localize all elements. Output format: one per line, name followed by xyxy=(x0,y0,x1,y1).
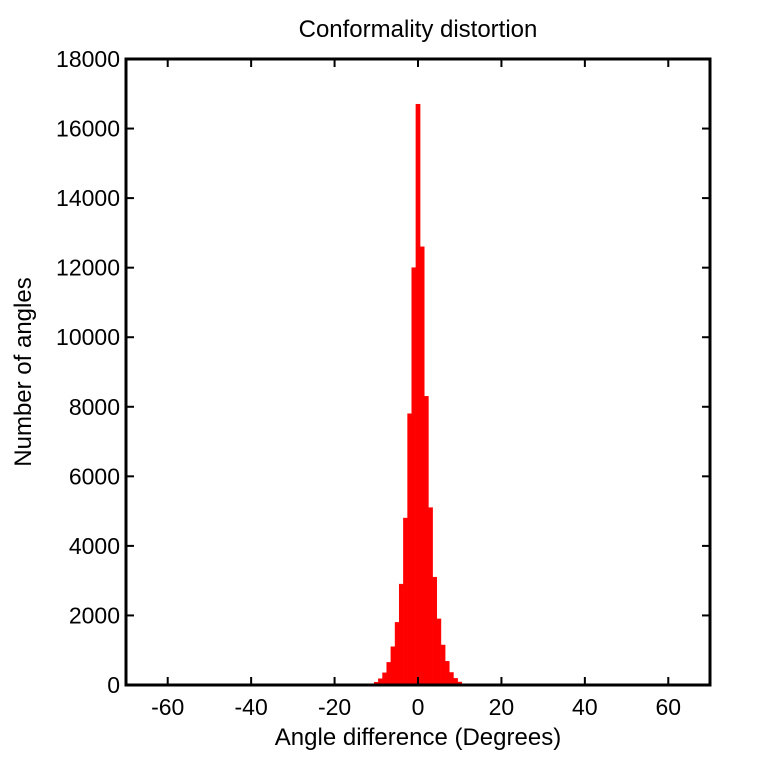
y-tick-label: 14000 xyxy=(56,185,120,211)
x-tick-label: -20 xyxy=(318,694,351,720)
histogram-bar xyxy=(436,618,442,686)
histogram-bar xyxy=(390,646,396,686)
y-tick-label: 12000 xyxy=(56,255,120,281)
x-tick-label: 0 xyxy=(412,694,425,720)
histogram-bar xyxy=(424,396,429,686)
plot-frame xyxy=(124,57,712,687)
y-tick-label: 8000 xyxy=(69,394,120,420)
histogram-bar xyxy=(398,583,404,686)
chart-title: Conformality distortion xyxy=(299,16,538,43)
x-tick-label: 20 xyxy=(489,694,515,720)
y-tick-label: 16000 xyxy=(56,116,120,142)
histogram-bar xyxy=(444,661,450,686)
y-tick-label: 10000 xyxy=(56,324,120,350)
y-tick-label: 6000 xyxy=(69,463,120,489)
histogram-bar xyxy=(407,413,412,686)
x-tick-label: 60 xyxy=(655,694,681,720)
bars-layer xyxy=(365,103,471,686)
histogram-bar xyxy=(382,672,387,686)
x-tick-label: -40 xyxy=(235,694,268,720)
histogram-bar xyxy=(428,507,433,686)
y-tick-label: 18000 xyxy=(56,46,120,72)
histogram-bar xyxy=(415,103,421,686)
x-tick-label: 40 xyxy=(572,694,598,720)
histogram-bar xyxy=(419,246,425,686)
histogram-bar xyxy=(394,622,400,686)
histogram-bar xyxy=(386,662,392,686)
x-tick-label: -60 xyxy=(151,694,184,720)
histogram-bar xyxy=(449,672,454,686)
histogram-bar xyxy=(432,576,438,686)
x-axis-title: Angle difference (Degrees) xyxy=(275,724,561,751)
histogram-bar xyxy=(403,517,408,686)
histogram-bar xyxy=(440,644,446,686)
y-tick-label: 2000 xyxy=(69,602,120,628)
y-axis-title: Number of angles xyxy=(10,277,37,466)
y-tick-label: 0 xyxy=(107,672,120,698)
ticks-layer: -60 -40 -20 0 20 40 60 0 2000 4000 6000 8000 10000 12… xyxy=(56,46,710,720)
histogram-bar xyxy=(411,267,417,686)
y-tick-label: 4000 xyxy=(69,533,120,559)
